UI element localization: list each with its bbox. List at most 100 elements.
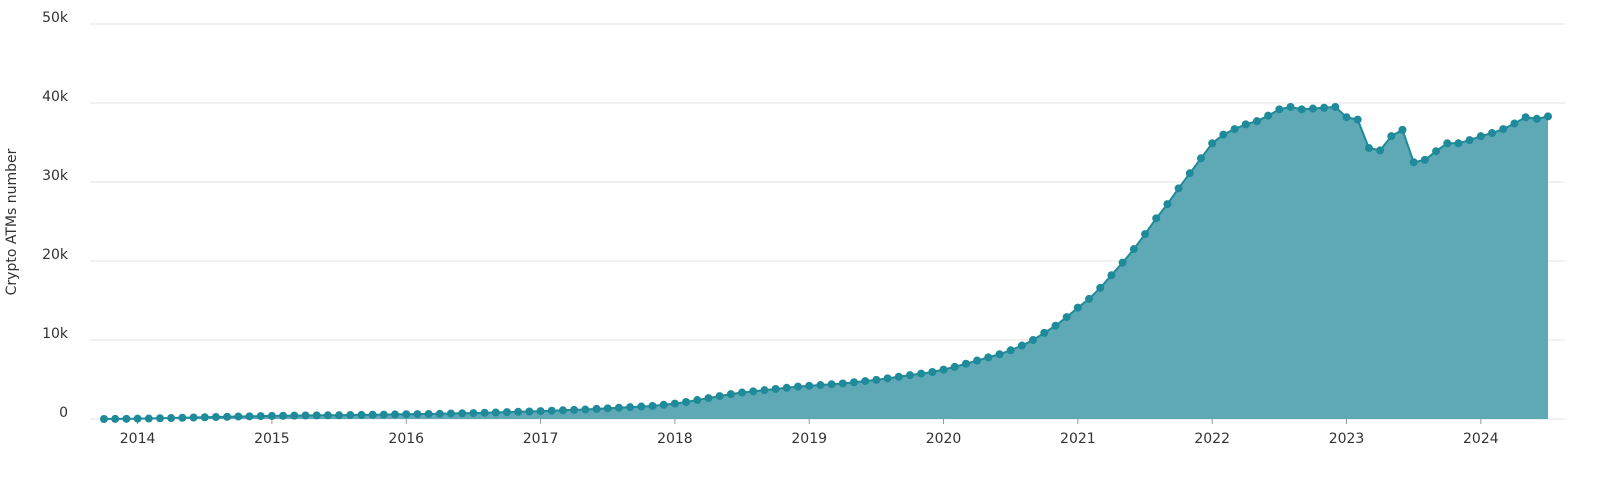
data-point [1252,117,1261,126]
data-point [849,378,858,387]
data-point [435,409,444,418]
y-tick-label: 10k [42,326,69,342]
data-point [502,408,511,417]
data-point [984,353,993,362]
data-point [290,411,299,420]
data-point [1141,230,1150,239]
data-point [1420,155,1429,164]
data-point [715,392,724,401]
x-tick-label: 2024 [1463,431,1499,447]
data-point [167,414,176,423]
data-point [1387,132,1396,141]
x-tick-label: 2018 [657,431,693,447]
data-point [480,408,489,417]
data-point [1499,125,1508,134]
data-point [693,396,702,405]
data-point [1073,303,1082,312]
data-point [726,390,735,399]
y-axis-label: Crypto ATMs number [4,148,20,295]
area-fill [104,106,1548,419]
data-point [1532,114,1541,123]
data-point [368,410,377,419]
data-point [1364,144,1373,153]
data-point [670,399,679,408]
data-point [1398,125,1407,134]
data-point [514,407,523,416]
data-point [1521,113,1530,122]
data-point [1476,132,1485,141]
data-point [1331,102,1340,111]
data-point [626,403,635,412]
y-tick-label: 30k [42,168,69,184]
y-tick-label: 0 [59,405,68,421]
data-point [1241,120,1250,129]
data-point [1029,336,1038,344]
data-point [155,414,164,423]
data-point [905,371,914,380]
data-point [1286,102,1295,111]
x-tick-label: 2020 [926,431,962,447]
data-point [592,404,601,413]
data-point [301,411,310,420]
data-point [1062,313,1071,322]
x-tick-label: 2022 [1194,431,1230,447]
data-point [738,388,747,397]
data-point [894,372,903,381]
data-point [1163,200,1172,209]
data-point [122,414,131,423]
data-point [267,411,276,420]
data-point [1006,346,1015,355]
data-point [1185,169,1194,178]
data-point [749,387,758,396]
data-point [256,412,265,421]
data-point [312,411,321,420]
data-point [961,359,970,368]
data-point [1275,105,1284,114]
data-point [704,394,713,403]
data-point [1085,294,1094,303]
data-point [973,356,982,365]
data-point [1096,283,1105,292]
data-point [1353,115,1362,124]
data-point [379,410,388,419]
data-point [200,413,209,422]
data-point [637,402,646,411]
data-point [682,398,691,407]
data-point [861,377,870,386]
data-point [1230,125,1239,134]
data-point [1017,341,1026,350]
data-point [950,362,959,371]
data-point [323,411,332,420]
area-line [103,105,1549,420]
data-point [827,380,836,389]
data-point [1219,130,1228,139]
data-point [1264,111,1273,120]
data-point [1129,245,1138,254]
data-point [1308,104,1317,113]
data-point [525,407,534,416]
x-tick-label: 2023 [1329,431,1365,447]
data-point [1040,328,1049,337]
data-point [100,415,108,423]
y-tick-label: 40k [42,89,69,105]
data-point [570,405,579,414]
data-point [816,381,825,390]
data-point [1544,112,1552,121]
data-point [1118,258,1127,267]
data-point [1443,139,1452,148]
data-point [1510,119,1519,128]
data-point [178,413,187,422]
data-point [1297,105,1306,114]
x-tick-label: 2015 [254,431,290,447]
data-point [234,412,243,421]
data-point [402,410,411,419]
data-point [346,411,355,420]
data-point [211,413,220,422]
data-point [558,406,567,415]
data-point [413,410,422,419]
data-point [1454,139,1463,148]
data-point [1409,158,1418,167]
y-tick-label: 20k [42,247,69,263]
data-point [917,369,926,378]
